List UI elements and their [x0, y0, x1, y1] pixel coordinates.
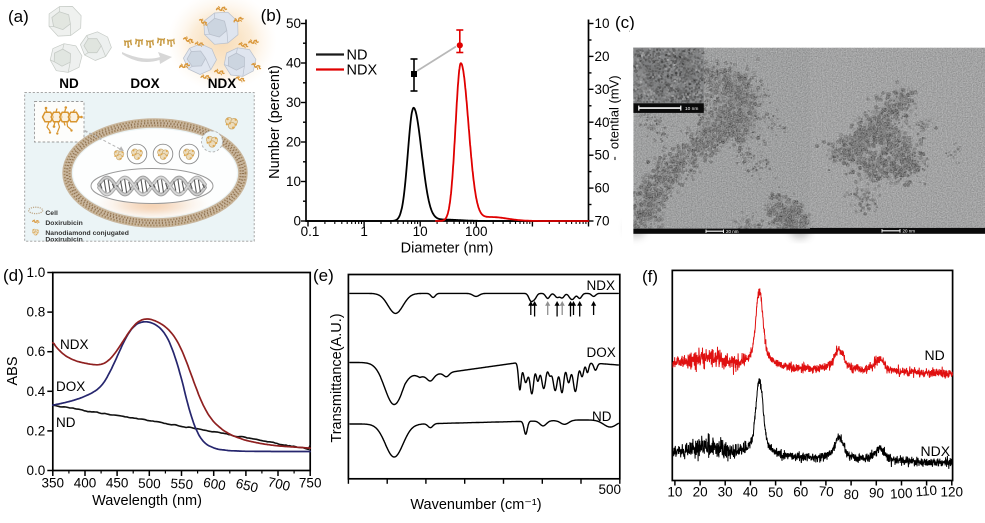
svg-text:NDX: NDX — [587, 278, 616, 293]
svg-text:1: 1 — [360, 224, 368, 239]
svg-text:350: 350 — [42, 476, 65, 491]
svg-text:120: 120 — [941, 485, 964, 500]
svg-text:Doxirubicin: Doxirubicin — [45, 237, 82, 244]
svg-text:NDX: NDX — [921, 443, 951, 459]
svg-text:40: 40 — [595, 115, 610, 130]
svg-text:80: 80 — [843, 487, 859, 503]
svg-text:50: 50 — [286, 16, 301, 31]
svg-text:NDX: NDX — [347, 63, 378, 79]
svg-text:30: 30 — [718, 485, 733, 500]
svg-text:650: 650 — [234, 476, 259, 496]
svg-text:70: 70 — [595, 214, 610, 229]
svg-text:60: 60 — [595, 181, 610, 196]
svg-text:(d): (d) — [3, 266, 24, 285]
svg-text:30: 30 — [595, 82, 610, 97]
svg-text:ND: ND — [925, 347, 945, 363]
svg-text:NDX: NDX — [208, 76, 237, 91]
svg-text:100: 100 — [890, 485, 913, 501]
svg-text:0.4: 0.4 — [27, 384, 46, 399]
svg-text:40: 40 — [286, 56, 301, 71]
svg-text:500: 500 — [599, 482, 622, 497]
svg-text:Doxirubicin: Doxirubicin — [45, 220, 82, 227]
svg-text:50: 50 — [768, 485, 783, 500]
svg-text:60: 60 — [793, 485, 808, 500]
svg-text:20: 20 — [286, 135, 301, 150]
svg-text:NDX: NDX — [60, 337, 89, 352]
svg-text:ND: ND — [56, 415, 76, 430]
svg-text:550: 550 — [170, 476, 194, 493]
svg-text:Transmittance(A.U.): Transmittance(A.U.) — [329, 313, 345, 442]
svg-text:400: 400 — [74, 476, 97, 491]
svg-text:700: 700 — [266, 474, 291, 494]
svg-text:Number (percent): Number (percent) — [267, 65, 283, 179]
svg-text:ND: ND — [59, 76, 79, 91]
svg-text:0.6: 0.6 — [27, 344, 46, 359]
svg-text:Wavelength (nm): Wavelength (nm) — [92, 493, 202, 509]
svg-text:20: 20 — [693, 485, 708, 500]
svg-text:Cell: Cell — [45, 210, 58, 217]
svg-text:1.0: 1.0 — [27, 265, 46, 280]
svg-text:0.2: 0.2 — [27, 423, 46, 438]
svg-text:ND: ND — [347, 48, 368, 64]
svg-text:Nanodiamond conjugated: Nanodiamond conjugated — [45, 230, 128, 237]
svg-text:- otential (mV): - otential (mV) — [607, 75, 622, 160]
svg-text:DOX: DOX — [587, 345, 616, 360]
svg-text:0.0: 0.0 — [27, 463, 46, 478]
svg-text:110: 110 — [915, 483, 938, 500]
svg-text:70: 70 — [818, 484, 834, 500]
svg-text:90: 90 — [869, 485, 885, 501]
svg-text:(c): (c) — [615, 13, 635, 32]
svg-text:20 nm: 20 nm — [726, 229, 739, 234]
svg-text:10: 10 — [286, 174, 301, 189]
svg-text:ABS: ABS — [5, 356, 21, 385]
svg-text:(a): (a) — [8, 7, 29, 26]
svg-text:500: 500 — [138, 476, 161, 492]
svg-text:100: 100 — [465, 224, 488, 239]
svg-text:0.8: 0.8 — [27, 305, 46, 320]
svg-text:DOX: DOX — [56, 379, 85, 394]
svg-text:10: 10 — [595, 16, 610, 31]
svg-text:(e): (e) — [313, 266, 334, 285]
svg-text:ND: ND — [592, 409, 612, 424]
svg-text:Diameter (nm): Diameter (nm) — [401, 241, 494, 257]
svg-text:20 nm: 20 nm — [903, 229, 916, 234]
svg-text:10: 10 — [413, 224, 428, 239]
svg-text:10: 10 — [667, 485, 682, 500]
svg-text:50: 50 — [595, 148, 610, 163]
svg-text:0: 0 — [293, 214, 301, 229]
svg-text:40: 40 — [743, 485, 758, 500]
svg-text:750: 750 — [299, 476, 322, 491]
svg-text:10 nm: 10 nm — [685, 106, 698, 112]
svg-text:DOX: DOX — [130, 76, 159, 91]
svg-text:450: 450 — [106, 476, 129, 491]
svg-text:20: 20 — [595, 49, 610, 64]
svg-text:0.1: 0.1 — [301, 224, 320, 239]
svg-text:Wavenumber (cm⁻¹): Wavenumber (cm⁻¹) — [410, 497, 541, 513]
svg-text:600: 600 — [202, 475, 227, 494]
svg-text:(b): (b) — [261, 6, 282, 25]
svg-text:(f): (f) — [642, 267, 658, 286]
svg-text:30: 30 — [286, 95, 301, 110]
